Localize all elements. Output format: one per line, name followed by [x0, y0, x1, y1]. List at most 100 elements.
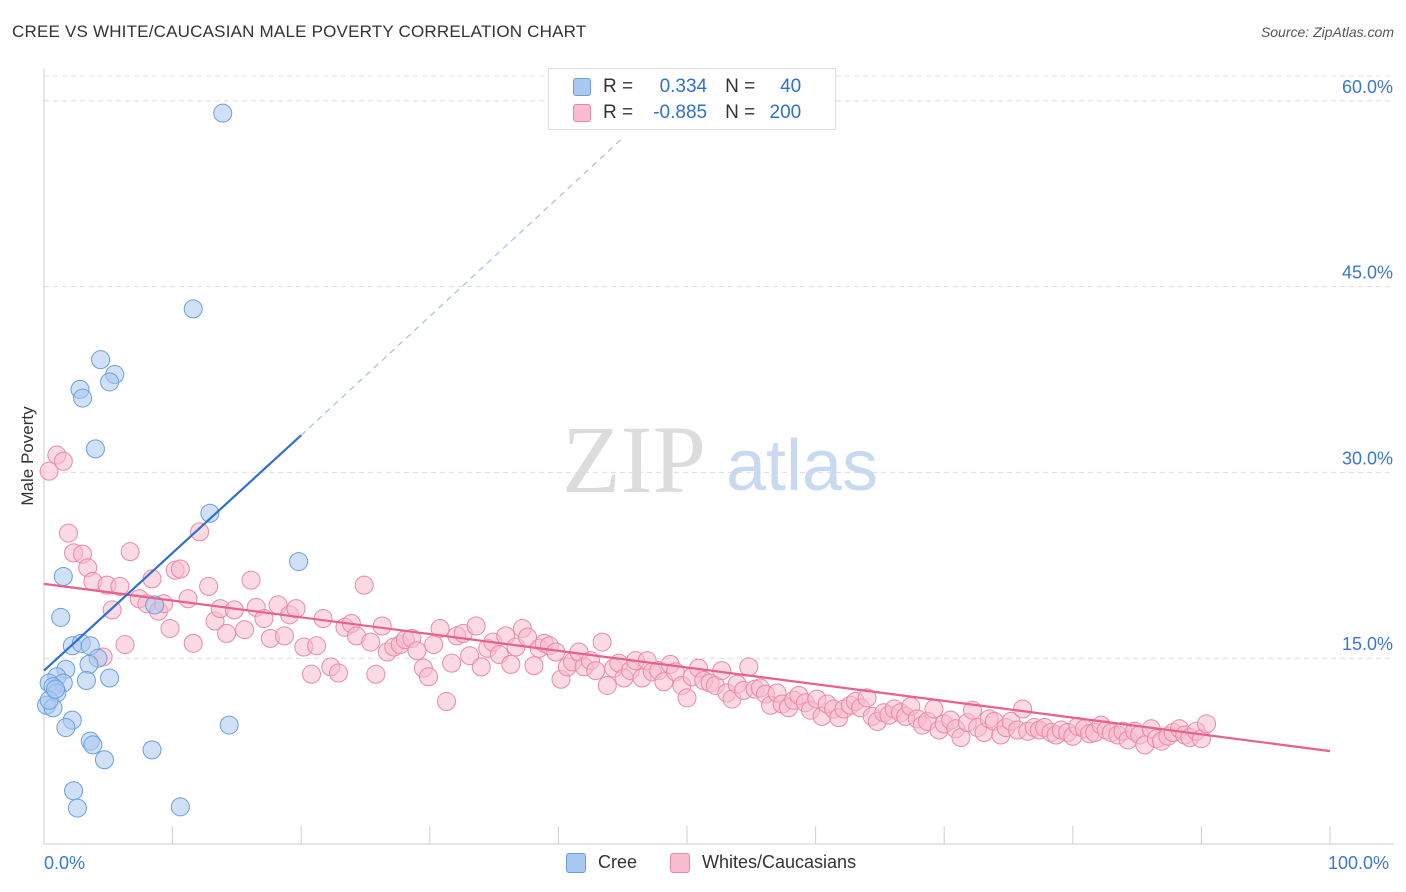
bottom-legend-white[interactable]: Whites/Caucasians: [670, 852, 856, 873]
data-point-white: [235, 620, 255, 640]
legend-swatch-cree: [573, 78, 591, 96]
trend-lines: [43, 137, 1331, 753]
axes: [43, 68, 1394, 845]
y-axis-label: Male Poverty: [18, 406, 37, 506]
data-point-cree: [85, 439, 105, 459]
data-point-cree: [64, 781, 84, 801]
data-point-cree: [46, 679, 66, 699]
data-point-cree: [100, 668, 120, 688]
data-point-cree: [53, 566, 73, 586]
data-point-white: [120, 542, 140, 562]
data-point-cree: [100, 372, 120, 392]
y-tick-label: 15.0%: [1342, 634, 1393, 654]
legend-r-label: R =: [603, 76, 634, 97]
watermark-atlas: atlas: [726, 426, 878, 506]
trend-line-cree-extension: [300, 137, 624, 436]
trend-line-white: [43, 582, 1331, 753]
data-point-white: [424, 635, 444, 655]
data-point-white: [592, 632, 612, 652]
data-point-white: [361, 632, 381, 652]
legend-n-value-cree: 40: [780, 76, 802, 97]
bottom-legend-cree[interactable]: Cree: [566, 852, 637, 873]
data-point-cree: [83, 735, 103, 755]
grid-lines: [44, 75, 1394, 659]
legend-r-value-cree: 0.334: [659, 76, 708, 97]
y-tick-labels: 15.0% 30.0% 45.0% 60.0%: [1342, 77, 1393, 654]
data-point-white: [110, 576, 130, 596]
data-point-white: [1197, 714, 1217, 734]
data-point-cree: [200, 503, 220, 523]
data-point-white: [366, 664, 386, 684]
data-point-cree: [67, 798, 87, 818]
data-point-cree: [76, 670, 96, 690]
series-cree-points: [37, 103, 309, 818]
data-point-white: [160, 618, 180, 638]
data-point-white: [466, 616, 486, 636]
y-tick-label: 60.0%: [1342, 77, 1393, 97]
watermark-zip: ZIP: [562, 406, 706, 513]
chart-title: CREE VS WHITE/CAUCASIAN MALE POVERTY COR…: [12, 22, 587, 41]
data-point-white: [437, 692, 457, 712]
data-point-white: [407, 641, 427, 661]
data-point-cree: [219, 715, 239, 735]
y-tick-label: 45.0%: [1342, 263, 1393, 283]
data-point-cree: [79, 654, 99, 674]
data-point-white: [471, 657, 491, 677]
data-point-cree: [94, 750, 114, 770]
x-tick-label-max: 100.0%: [1328, 853, 1390, 873]
data-point-white: [39, 461, 59, 481]
data-point-white: [307, 636, 327, 656]
data-point-white: [190, 522, 210, 542]
data-point-white: [442, 653, 462, 673]
data-point-white: [115, 635, 135, 655]
data-point-cree: [170, 797, 190, 817]
data-point-white: [217, 623, 237, 643]
data-point-white: [354, 575, 374, 595]
data-point-white: [524, 656, 544, 676]
trend-line-cree: [43, 434, 302, 672]
data-point-white: [597, 675, 617, 695]
data-point-cree: [142, 740, 162, 760]
legend-row-white: R = -0.885 N = 200: [573, 101, 801, 125]
legend-r-value-white: -0.885: [653, 102, 708, 123]
data-point-cree: [289, 552, 309, 572]
data-point-white: [241, 570, 261, 590]
data-point-cree: [183, 299, 203, 319]
data-point-white: [586, 661, 606, 681]
x-tick-label-min: 0.0%: [44, 853, 86, 873]
watermark: ZIP atlas: [562, 406, 878, 513]
legend-n-label: N =: [725, 102, 756, 123]
legend-label-cree: Cree: [598, 852, 638, 872]
legend-swatch-cree: [566, 852, 586, 873]
data-point-white: [301, 664, 321, 684]
data-point-cree: [51, 607, 71, 627]
data-point-cree: [56, 718, 76, 738]
data-point-white: [58, 523, 78, 543]
correlation-legend: R = 0.334 N = 40 R = -0.885 N = 200: [548, 68, 836, 130]
legend-n-value-white: 200: [769, 102, 802, 123]
data-point-white: [739, 657, 759, 677]
data-point-cree: [73, 388, 93, 408]
data-point-white: [857, 688, 877, 708]
data-point-white: [170, 559, 190, 579]
legend-label-white: Whites/Caucasians: [702, 852, 857, 872]
legend-swatch-white: [573, 104, 591, 122]
data-point-cree: [145, 595, 165, 615]
source-label: Source: ZipAtlas.com: [1260, 24, 1394, 40]
data-point-white: [677, 688, 697, 708]
data-point-white: [328, 663, 348, 683]
data-point-white: [199, 576, 219, 596]
series-whites-points: [39, 445, 1217, 755]
data-point-white: [1013, 699, 1033, 719]
data-point-cree: [91, 350, 111, 370]
data-point-white: [430, 618, 450, 638]
y-tick-label: 30.0%: [1342, 448, 1393, 468]
data-point-white: [178, 589, 198, 609]
data-point-cree: [213, 103, 233, 123]
legend-n-label: N =: [725, 76, 756, 97]
data-point-white: [274, 626, 294, 646]
data-point-white: [501, 654, 521, 674]
data-point-white: [460, 646, 480, 666]
data-point-white: [183, 633, 203, 653]
